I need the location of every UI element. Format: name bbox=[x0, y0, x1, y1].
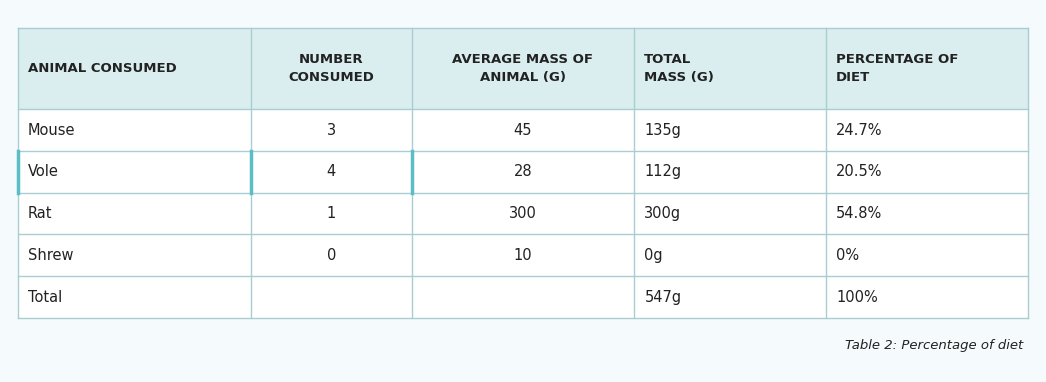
Text: 300: 300 bbox=[509, 206, 537, 221]
Text: 24.7%: 24.7% bbox=[836, 123, 883, 138]
Text: 1: 1 bbox=[326, 206, 336, 221]
Text: 54.8%: 54.8% bbox=[836, 206, 882, 221]
Text: Rat: Rat bbox=[28, 206, 52, 221]
Bar bbox=[18, 193, 1028, 235]
Text: Total: Total bbox=[28, 290, 63, 304]
Text: 0%: 0% bbox=[836, 248, 859, 263]
Text: 3: 3 bbox=[326, 123, 336, 138]
Text: 547g: 547g bbox=[644, 290, 682, 304]
Text: 28: 28 bbox=[514, 164, 532, 179]
Text: TOTAL
MASS (G): TOTAL MASS (G) bbox=[644, 53, 714, 84]
Text: PERCENTAGE OF
DIET: PERCENTAGE OF DIET bbox=[836, 53, 958, 84]
Text: 0g: 0g bbox=[644, 248, 663, 263]
Text: Mouse: Mouse bbox=[28, 123, 75, 138]
Text: 300g: 300g bbox=[644, 206, 682, 221]
Text: 100%: 100% bbox=[836, 290, 878, 304]
Text: Table 2: Percentage of diet: Table 2: Percentage of diet bbox=[845, 338, 1023, 351]
Bar bbox=[18, 276, 1028, 318]
Text: AVERAGE MASS OF
ANIMAL (G): AVERAGE MASS OF ANIMAL (G) bbox=[453, 53, 593, 84]
Text: 112g: 112g bbox=[644, 164, 682, 179]
Bar bbox=[18, 28, 1028, 109]
Text: NUMBER
CONSUMED: NUMBER CONSUMED bbox=[289, 53, 374, 84]
Bar bbox=[18, 109, 1028, 151]
Bar bbox=[18, 235, 1028, 276]
Text: ANIMAL CONSUMED: ANIMAL CONSUMED bbox=[28, 62, 177, 75]
Text: 45: 45 bbox=[514, 123, 532, 138]
Text: 10: 10 bbox=[514, 248, 532, 263]
Bar bbox=[18, 151, 1028, 193]
Text: 4: 4 bbox=[326, 164, 336, 179]
Text: 0: 0 bbox=[326, 248, 336, 263]
Text: Shrew: Shrew bbox=[28, 248, 73, 263]
Text: 20.5%: 20.5% bbox=[836, 164, 883, 179]
Text: 135g: 135g bbox=[644, 123, 681, 138]
Text: Vole: Vole bbox=[28, 164, 59, 179]
